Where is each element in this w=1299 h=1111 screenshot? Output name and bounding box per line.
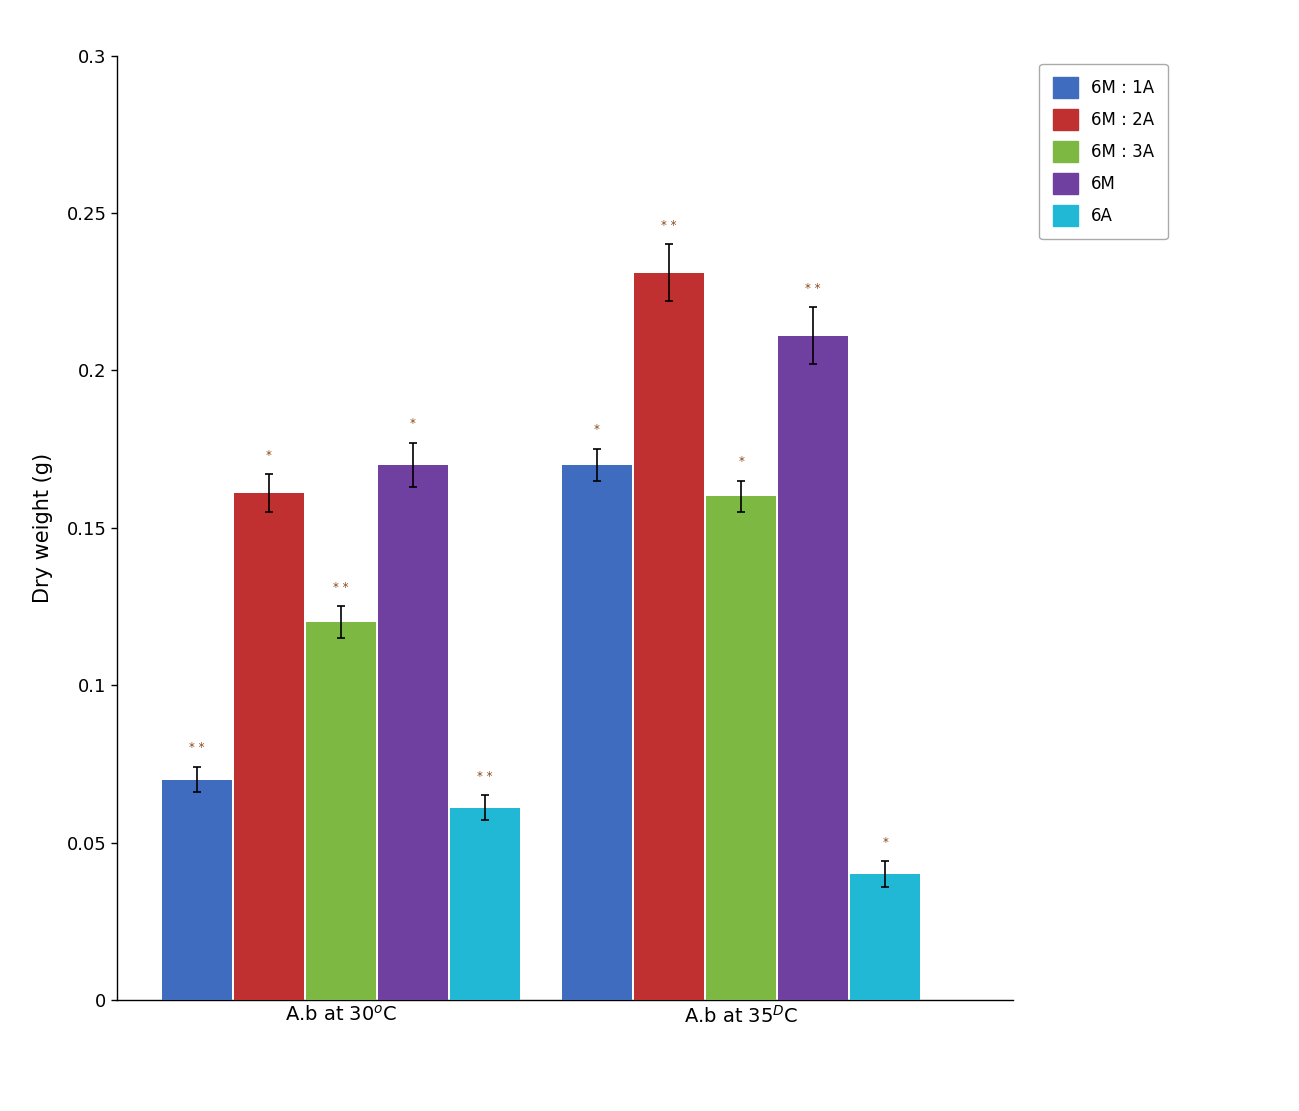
Bar [451, 808, 520, 1000]
Bar [778, 336, 848, 1000]
Bar [707, 497, 776, 1000]
Bar [307, 622, 375, 1000]
Text: * *: * * [805, 282, 821, 294]
Text: *: * [410, 417, 416, 430]
Bar [562, 464, 633, 1000]
Text: *: * [594, 423, 600, 437]
Text: *: * [266, 449, 271, 461]
Text: * *: * * [477, 770, 492, 782]
Bar [234, 493, 304, 1000]
Bar [162, 780, 231, 1000]
Text: *: * [882, 835, 889, 849]
Bar [851, 874, 920, 1000]
Bar [634, 272, 704, 1000]
Text: * *: * * [334, 581, 348, 593]
Bar [378, 464, 448, 1000]
Y-axis label: Dry weight (g): Dry weight (g) [32, 452, 52, 603]
Text: * *: * * [661, 219, 677, 232]
Text: * *: * * [190, 741, 205, 754]
Text: *: * [738, 454, 744, 468]
Legend: 6M : 1A, 6M : 2A, 6M : 3A, 6M, 6A: 6M : 1A, 6M : 2A, 6M : 3A, 6M, 6A [1039, 64, 1168, 239]
